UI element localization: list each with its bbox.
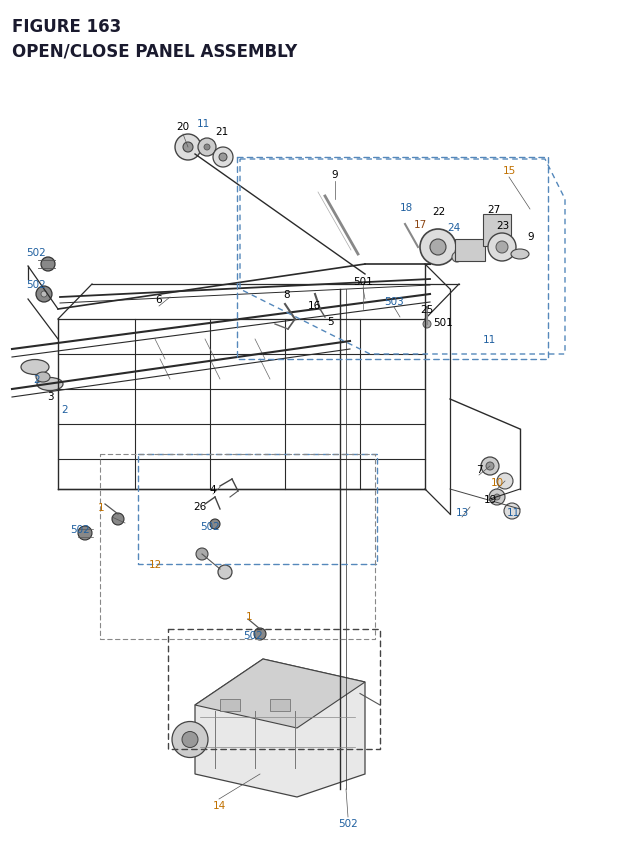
Text: 26: 26 <box>193 501 207 511</box>
Circle shape <box>430 239 446 256</box>
Text: 19: 19 <box>483 494 497 505</box>
Text: 22: 22 <box>433 207 445 217</box>
Circle shape <box>36 287 52 303</box>
Circle shape <box>452 253 462 263</box>
Text: 503: 503 <box>384 297 404 307</box>
Text: 13: 13 <box>456 507 468 517</box>
Circle shape <box>488 233 516 262</box>
Ellipse shape <box>36 373 50 382</box>
Text: 502: 502 <box>26 248 46 257</box>
Text: 502: 502 <box>70 524 90 535</box>
Circle shape <box>213 148 233 168</box>
Text: 27: 27 <box>488 205 500 214</box>
Circle shape <box>112 513 124 525</box>
Text: 2: 2 <box>61 405 68 414</box>
Text: 16: 16 <box>307 300 321 311</box>
Circle shape <box>183 143 193 152</box>
Text: 20: 20 <box>177 122 189 132</box>
Text: 2: 2 <box>34 375 40 385</box>
Polygon shape <box>195 660 365 728</box>
Text: 25: 25 <box>420 305 434 314</box>
Text: 18: 18 <box>399 202 413 213</box>
Text: 6: 6 <box>156 294 163 305</box>
Text: 14: 14 <box>212 800 226 810</box>
Circle shape <box>41 292 47 298</box>
Text: 24: 24 <box>447 223 461 232</box>
Text: 1: 1 <box>98 503 104 512</box>
Circle shape <box>497 474 513 489</box>
Text: 5: 5 <box>326 317 333 326</box>
Text: 21: 21 <box>216 127 228 137</box>
Circle shape <box>78 526 92 541</box>
Text: 11: 11 <box>506 507 520 517</box>
Text: 501: 501 <box>353 276 373 287</box>
Circle shape <box>496 242 508 254</box>
Text: 10: 10 <box>490 478 504 487</box>
Circle shape <box>486 462 494 470</box>
Circle shape <box>175 135 201 161</box>
Polygon shape <box>195 660 365 797</box>
Text: 3: 3 <box>47 392 53 401</box>
Text: 502: 502 <box>243 630 263 641</box>
Text: OPEN/CLOSE PANEL ASSEMBLY: OPEN/CLOSE PANEL ASSEMBLY <box>12 42 297 60</box>
Text: 501: 501 <box>433 318 453 328</box>
Text: 17: 17 <box>413 220 427 230</box>
Text: 11: 11 <box>196 119 210 129</box>
Circle shape <box>210 519 220 530</box>
Text: 23: 23 <box>497 220 509 231</box>
Text: 7: 7 <box>476 464 483 474</box>
Circle shape <box>420 230 456 266</box>
Text: 15: 15 <box>502 166 516 176</box>
Text: 1: 1 <box>246 611 252 622</box>
Text: 11: 11 <box>483 335 495 344</box>
Circle shape <box>182 732 198 747</box>
Circle shape <box>254 629 266 641</box>
Circle shape <box>423 320 431 329</box>
Circle shape <box>41 257 55 272</box>
FancyBboxPatch shape <box>483 214 511 247</box>
Polygon shape <box>220 699 240 711</box>
Text: 8: 8 <box>284 289 291 300</box>
Circle shape <box>204 145 210 151</box>
Ellipse shape <box>511 250 529 260</box>
Circle shape <box>196 548 208 561</box>
Text: 502: 502 <box>26 280 46 289</box>
Circle shape <box>504 504 520 519</box>
Text: 9: 9 <box>332 170 339 180</box>
Circle shape <box>481 457 499 475</box>
Text: 9: 9 <box>528 232 534 242</box>
Text: FIGURE 163: FIGURE 163 <box>12 18 121 36</box>
FancyBboxPatch shape <box>455 239 485 262</box>
Text: 4: 4 <box>210 485 216 494</box>
Text: 502: 502 <box>200 522 220 531</box>
Circle shape <box>218 566 232 579</box>
Circle shape <box>198 139 216 157</box>
Text: 502: 502 <box>338 818 358 828</box>
Circle shape <box>172 722 208 758</box>
Circle shape <box>219 154 227 162</box>
Circle shape <box>489 489 505 505</box>
Circle shape <box>494 494 500 500</box>
Text: 12: 12 <box>148 560 162 569</box>
Polygon shape <box>270 699 290 711</box>
Ellipse shape <box>21 360 49 375</box>
Ellipse shape <box>37 378 63 391</box>
